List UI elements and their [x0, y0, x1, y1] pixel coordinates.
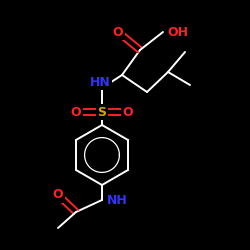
Text: S: S — [98, 106, 106, 118]
Text: HN: HN — [90, 76, 110, 88]
Text: OH: OH — [167, 26, 188, 38]
Text: O: O — [53, 188, 63, 202]
Text: NH: NH — [107, 194, 128, 206]
Text: O: O — [71, 106, 81, 118]
Text: O: O — [113, 26, 123, 38]
Text: O: O — [123, 106, 133, 118]
